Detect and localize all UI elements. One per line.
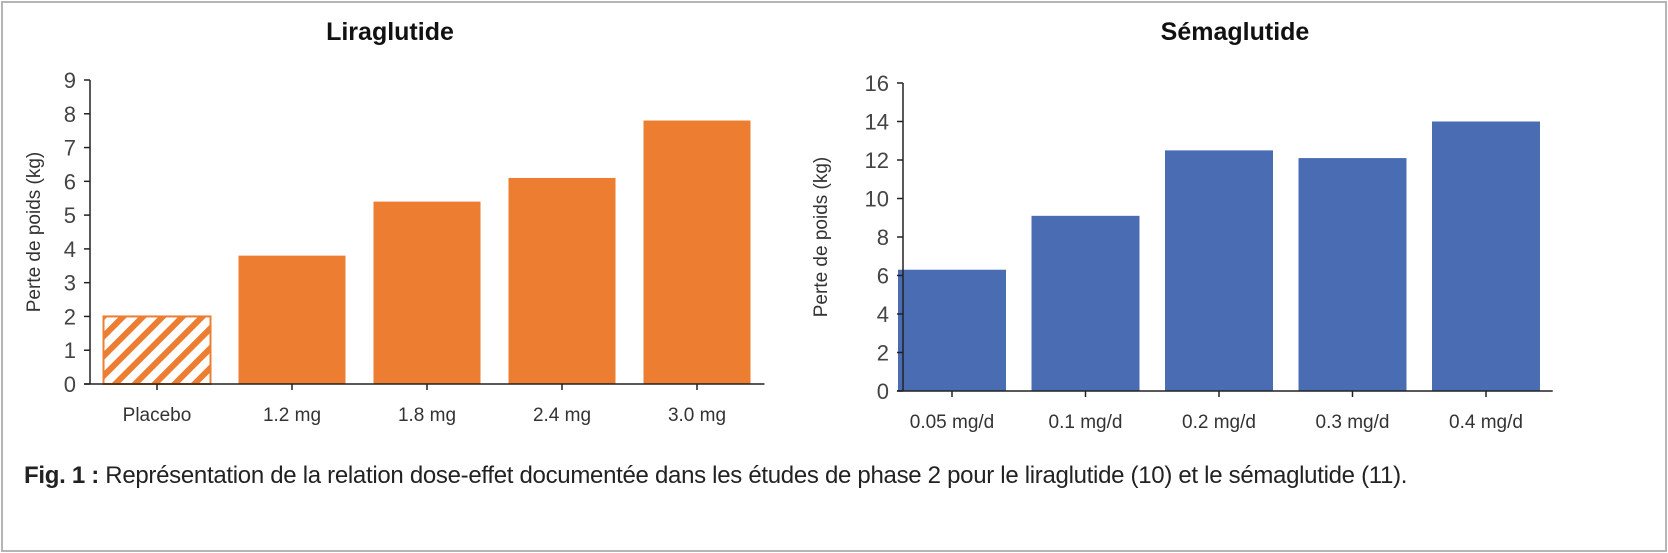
liraglutide-y-tick-label-5: 5 (64, 203, 76, 228)
semaglutide-bar-0 (898, 269, 1006, 391)
semaglutide-y-tick-label-4: 8 (877, 225, 889, 250)
semaglutide-x-tick-label-4: 0.4 mg/d (1449, 412, 1523, 433)
semaglutide-y-tick-label-2: 4 (877, 302, 889, 327)
liraglutide-y-tick-label-6: 6 (64, 169, 76, 194)
liraglutide-bar-0 (102, 315, 212, 386)
liraglutide-y-tick-label-2: 2 (64, 304, 76, 329)
semaglutide-y-tick-label-7: 14 (865, 110, 889, 135)
liraglutide-y-tick-label-8: 8 (64, 102, 76, 127)
semaglutide-title: Sémaglutide (1161, 18, 1310, 46)
liraglutide-bar-4 (643, 120, 751, 385)
liraglutide-y-tick-label-9: 9 (64, 68, 76, 93)
liraglutide-y-tick-label-0: 0 (64, 372, 76, 397)
semaglutide-y-tick-label-1: 2 (877, 341, 889, 366)
semaglutide-x-tick-label-0: 0.05 mg/d (910, 412, 995, 433)
liraglutide-bar-2 (373, 201, 481, 384)
liraglutide-y-tick-label-7: 7 (64, 136, 76, 161)
semaglutide-bar-1 (1031, 215, 1140, 391)
semaglutide-bar-2 (1165, 150, 1273, 391)
liraglutide-y-tick-label-1: 1 (64, 338, 76, 363)
liraglutide-bar-1 (238, 255, 346, 384)
liraglutide-y-axis-label: Perte de poids (kg) (24, 152, 45, 313)
caption-label: Fig. 1 : (24, 462, 99, 489)
semaglutide-bar-3 (1298, 158, 1407, 391)
liraglutide-x-tick-label-2: 1.8 mg (398, 405, 456, 426)
semaglutide-x-tick-label-1: 0.1 mg/d (1049, 412, 1123, 433)
liraglutide-x-tick-label-0: Placebo (123, 405, 192, 426)
liraglutide-x-tick-label-4: 3.0 mg (668, 405, 726, 426)
semaglutide-y-axis-label: Perte de poids (kg) (811, 157, 832, 318)
semaglutide-x-tick-label-3: 0.3 mg/d (1316, 412, 1390, 433)
semaglutide-y-tick-label-5: 10 (865, 187, 889, 212)
liraglutide-title: Liraglutide (326, 18, 454, 46)
semaglutide-bar-4 (1432, 121, 1540, 391)
figure-caption: Fig. 1 : Représentation de la relation d… (24, 462, 1407, 490)
liraglutide-y-tick-label-4: 4 (64, 237, 76, 262)
liraglutide-y-tick-label-3: 3 (64, 271, 76, 296)
liraglutide-x-tick-label-1: 1.2 mg (263, 405, 321, 426)
liraglutide-x-tick-label-3: 2.4 mg (533, 405, 591, 426)
semaglutide-y-tick-label-0: 0 (877, 379, 889, 404)
semaglutide-y-tick-label-3: 6 (877, 264, 889, 289)
semaglutide-y-tick-label-8: 16 (865, 71, 889, 96)
caption-text: Représentation de la relation dose-effet… (98, 462, 1408, 489)
semaglutide-x-tick-label-2: 0.2 mg/d (1182, 412, 1256, 433)
semaglutide-y-tick-label-6: 12 (865, 148, 889, 173)
liraglutide-bar-3 (508, 177, 616, 384)
